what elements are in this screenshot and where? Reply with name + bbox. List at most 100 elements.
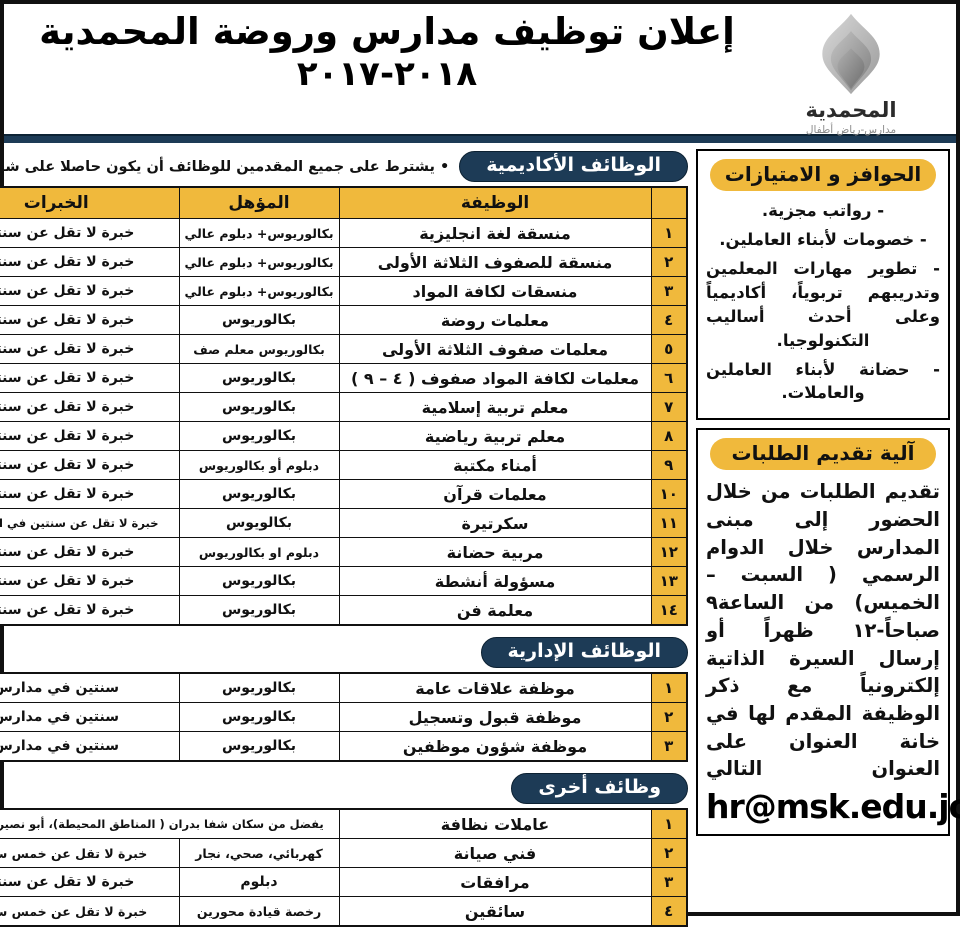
row-job: عاملات نظافة bbox=[338, 808, 652, 839]
row-number: ٢ bbox=[650, 838, 688, 868]
table-header-row: الوظيفة المؤهل الخبرات bbox=[0, 186, 688, 219]
row-experience: خبرة لا تقل عن سنتين bbox=[0, 421, 180, 451]
row-qualification: بكالوريوس bbox=[178, 595, 340, 626]
row-experience: خبرة لا تقل عن سنتين bbox=[0, 276, 180, 306]
row-number: ٤ bbox=[650, 305, 688, 335]
row-qualification: رخصة قيادة محورين bbox=[178, 896, 340, 927]
row-qualification: بكالوريوس bbox=[178, 305, 340, 335]
contact-email[interactable]: hr@msk.edu.jo bbox=[706, 786, 960, 826]
col-header-job: الوظيفة bbox=[338, 186, 652, 219]
row-qualification: بكالوريوس bbox=[178, 731, 340, 762]
row-qualification: دبلوم أو بكالوريوس bbox=[178, 450, 340, 480]
benefit-item: - خصومات لأبناء العاملين. bbox=[719, 229, 927, 249]
row-number: ١٢ bbox=[650, 537, 688, 567]
row-number: ١٠ bbox=[650, 479, 688, 509]
row-number: ٣ bbox=[650, 276, 688, 306]
row-experience: خبرة لا تقل عن سنتين bbox=[0, 537, 180, 567]
table-row: ٩ أمناء مكتبة دبلوم أو بكالوريوس خبرة لا… bbox=[0, 450, 688, 480]
row-qualification: بكالوريوس+ دبلوم عالي bbox=[178, 247, 340, 277]
row-job: موظفة قبول وتسجيل bbox=[338, 702, 652, 732]
row-qualification: بكالوريوس bbox=[178, 363, 340, 393]
row-qualification: بكالوريوس bbox=[178, 702, 340, 732]
row-number: ١ bbox=[650, 218, 688, 248]
row-number: ٤ bbox=[650, 896, 688, 927]
row-job: سائقين bbox=[338, 896, 652, 927]
content-area: الحوافز و الامتيازات - رواتب مجزية. - خص… bbox=[0, 143, 960, 927]
table-row: ٣ منسقات لكافة المواد بكالوريوس+ دبلوم ع… bbox=[0, 276, 688, 306]
row-number: ١٣ bbox=[650, 566, 688, 596]
row-number: ٢ bbox=[650, 702, 688, 732]
row-number: ٢ bbox=[650, 247, 688, 277]
row-qualification: بكالوريوس+ دبلوم عالي bbox=[178, 218, 340, 248]
row-experience: خبرة لا تقل عن سنتين في المدارس bbox=[0, 508, 180, 538]
benefit-item: - تطوير مهارات المعلمين وتدريبهم تربوياً… bbox=[706, 258, 940, 350]
administrative-jobs-table: ١ موظفة علاقات عامة بكالوريوس سنتين في م… bbox=[0, 672, 688, 762]
spacer bbox=[0, 626, 688, 635]
table-row: ١٣ مسؤولة أنشطة بكالوريوس خبرة لا تقل عن… bbox=[0, 566, 688, 596]
row-qualification: بكالوريوس معلم صف bbox=[178, 334, 340, 364]
row-experience: خبرة لا تقل عن خمس سنوات bbox=[0, 838, 180, 868]
table-row: ١١ سكرتيرة بكالويوس خبرة لا تقل عن سنتين… bbox=[0, 508, 688, 538]
row-experience: خبرة لا تقل عن سنتين bbox=[0, 566, 180, 596]
row-number: ١١ bbox=[650, 508, 688, 538]
title-block: إعلان توظيف مدارس وروضة المحمدية ٢٠١٨-٢٠… bbox=[4, 4, 756, 93]
row-number: ٣ bbox=[650, 867, 688, 897]
sidebar: الحوافز و الامتيازات - رواتب مجزية. - خص… bbox=[692, 149, 960, 910]
table-row: ٨ معلم تربية رياضية بكالوريوس خبرة لا تق… bbox=[0, 421, 688, 451]
row-experience: خبرة لا تقل عن سنتين bbox=[0, 363, 180, 393]
row-job: معلمة فن bbox=[338, 595, 652, 626]
row-number: ٧ bbox=[650, 392, 688, 422]
table-row: ١٠ معلمات قرآن بكالوريوس خبرة لا تقل عن … bbox=[0, 479, 688, 509]
row-experience: سنتين في مدارس bbox=[0, 702, 180, 732]
table-row: ١ موظفة علاقات عامة بكالوريوس سنتين في م… bbox=[0, 672, 688, 703]
table-row: ٦ معلمات لكافة المواد صفوف ( ٤ – ٩ ) بكا… bbox=[0, 363, 688, 393]
row-experience: خبرة لا تقل عن سنتين bbox=[0, 334, 180, 364]
brand-logo: المحمدية مدارس-رياض أطفال bbox=[756, 4, 956, 136]
row-experience: سنتين في مدارس bbox=[0, 731, 180, 762]
col-header-experience: الخبرات bbox=[0, 186, 180, 219]
table-row: ٣ موظفة شؤون موظفين بكالوريوس سنتين في م… bbox=[0, 731, 688, 762]
row-number: ١ bbox=[650, 808, 688, 839]
apply-panel: آلية تقديم الطلبات تقديم الطلبات من خلال… bbox=[696, 428, 960, 836]
row-job: منسقة لغة انجليزية bbox=[338, 218, 652, 248]
row-qualification: بكالوريوس+ دبلوم عالي bbox=[178, 276, 340, 306]
row-job: موظفة شؤون موظفين bbox=[338, 731, 652, 762]
administrative-section-header: الوظائف الإدارية bbox=[0, 637, 688, 668]
row-job: معلمات لكافة المواد صفوف ( ٤ – ٩ ) bbox=[338, 363, 652, 393]
row-experience: خبرة لا تقل عن سنتين bbox=[0, 479, 180, 509]
benefit-item: - حضانة لأبناء العاملين والعاملات. bbox=[706, 359, 940, 403]
row-qualification: بكالوريوس bbox=[178, 479, 340, 509]
page-title: إعلان توظيف مدارس وروضة المحمدية bbox=[39, 10, 735, 53]
row-experience: خبرة لا تقل عن سنتين bbox=[0, 595, 180, 626]
table-row: ٤ معلمات روضة بكالوريوس خبرة لا تقل عن س… bbox=[0, 305, 688, 335]
table-row: ٤ سائقين رخصة قيادة محورين خبرة لا تقل ع… bbox=[0, 896, 688, 927]
row-job: منسقة للصفوف الثلاثة الأولى bbox=[338, 247, 652, 277]
row-job: أمناء مكتبة bbox=[338, 450, 652, 480]
table-row: ٧ معلم تربية إسلامية بكالوريوس خبرة لا ت… bbox=[0, 392, 688, 422]
row-experience: خبرة لا تقل عن سنتين bbox=[0, 450, 180, 480]
benefits-title: الحوافز و الامتيازات bbox=[710, 159, 936, 191]
academic-section-header: الوظائف الأكاديمية • يشترط على جميع المق… bbox=[0, 151, 688, 182]
table-row: ٥ معلمات صفوف الثلاثة الأولى بكالوريوس م… bbox=[0, 334, 688, 364]
row-number: ٨ bbox=[650, 421, 688, 451]
row-number: ٩ bbox=[650, 450, 688, 480]
benefit-item: - رواتب مجزية. bbox=[761, 201, 885, 220]
row-qualification: بكالويوس bbox=[178, 508, 340, 538]
table-row: ٢ منسقة للصفوف الثلاثة الأولى بكالوريوس+… bbox=[0, 247, 688, 277]
row-number: ١ bbox=[650, 672, 688, 703]
page-header: المحمدية مدارس-رياض أطفال إعلان توظيف مد… bbox=[4, 4, 956, 136]
tables-column: الوظائف الأكاديمية • يشترط على جميع المق… bbox=[0, 149, 692, 927]
benefits-body: - رواتب مجزية. - خصومات لأبناء العاملين.… bbox=[706, 199, 940, 405]
section-badge-administrative: الوظائف الإدارية bbox=[480, 637, 688, 668]
col-header-number bbox=[650, 186, 688, 219]
row-job: معلمات روضة bbox=[338, 305, 652, 335]
row-job: موظفة علاقات عامة bbox=[338, 672, 652, 703]
row-number: ٦ bbox=[650, 363, 688, 393]
row-experience: خبرة لا تقل عن خمس سنوات bbox=[0, 896, 180, 927]
section-badge-other: وظائف أخرى bbox=[511, 773, 688, 804]
table-row: ١٤ معلمة فن بكالوريوس خبرة لا تقل عن سنت… bbox=[0, 595, 688, 626]
row-job: معلم تربية إسلامية bbox=[338, 392, 652, 422]
row-qualification: بكالوريوس bbox=[178, 421, 340, 451]
row-qualification: دبلوم او بكالوريوس bbox=[178, 537, 340, 567]
